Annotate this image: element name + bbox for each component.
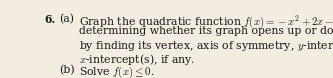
Text: Solve $f(x) \leq 0$.: Solve $f(x) \leq 0$.: [79, 65, 155, 78]
Text: by finding its vertex, axis of symmetry, $y$-intercept, and: by finding its vertex, axis of symmetry,…: [79, 39, 333, 53]
Text: Graph the quadratic function $f(x) = -x^2 + 2x - 3$ by: Graph the quadratic function $f(x) = -x^…: [79, 14, 333, 30]
Text: 6.: 6.: [45, 14, 56, 25]
Text: (b): (b): [59, 65, 75, 76]
Text: (a): (a): [59, 14, 74, 24]
Text: $x$-intercept(s), if any.: $x$-intercept(s), if any.: [79, 52, 195, 67]
Text: determining whether its graph opens up or down and: determining whether its graph opens up o…: [79, 26, 333, 37]
